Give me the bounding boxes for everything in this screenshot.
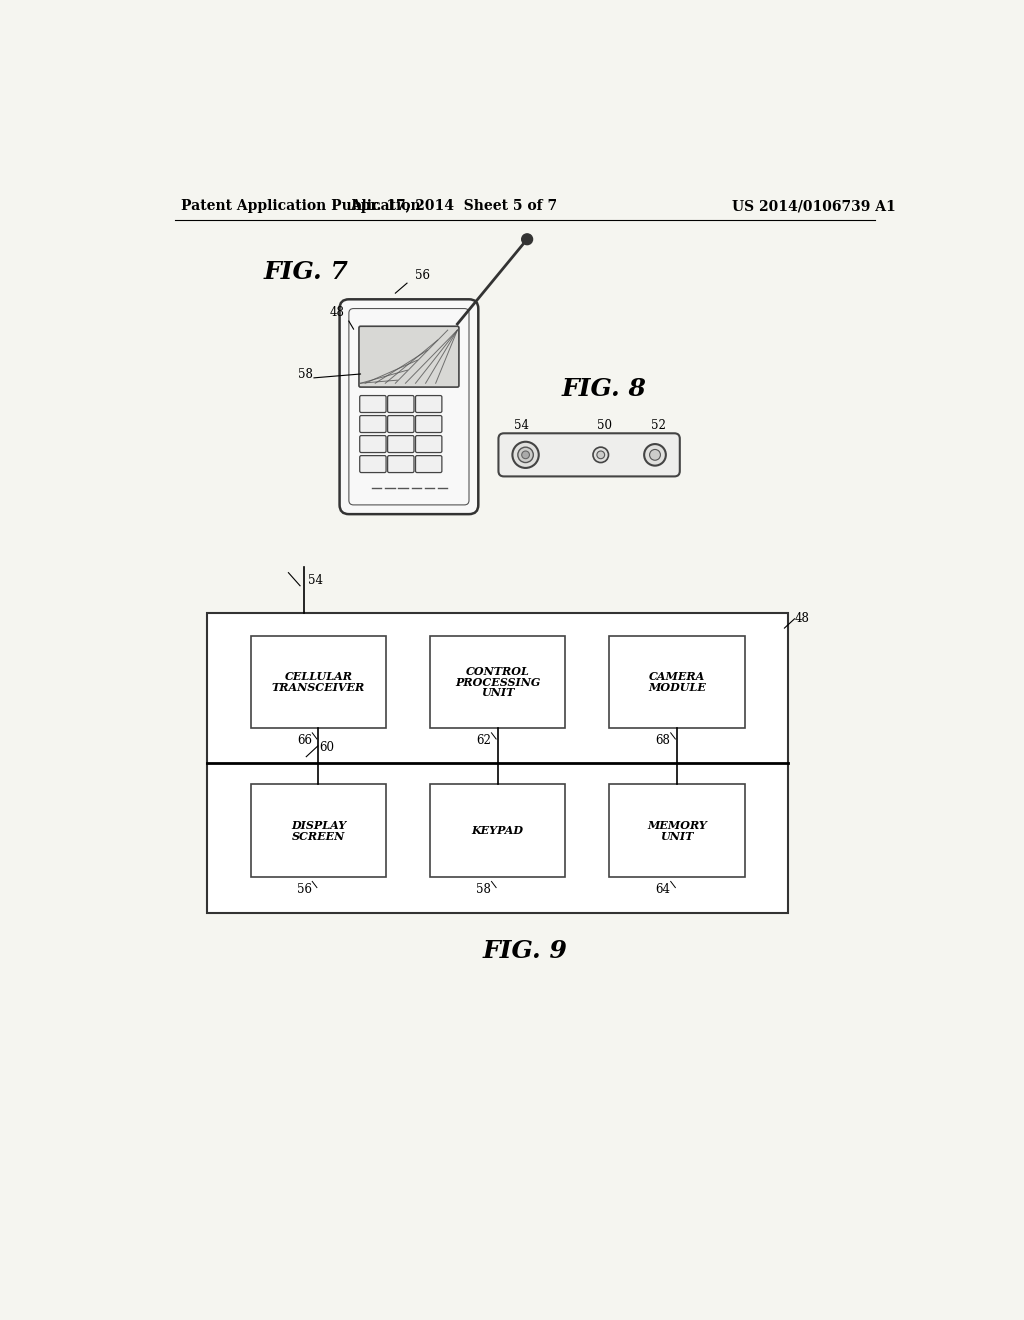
Text: 66: 66 [297,734,312,747]
FancyBboxPatch shape [388,455,414,473]
Bar [609,636,744,729]
Text: 48: 48 [330,306,345,319]
FancyBboxPatch shape [340,300,478,515]
Text: CAMERA: CAMERA [649,671,705,682]
Text: 54: 54 [308,574,323,587]
Circle shape [521,234,532,244]
Text: 58: 58 [476,883,492,896]
Text: Apr. 17, 2014  Sheet 5 of 7: Apr. 17, 2014 Sheet 5 of 7 [350,199,557,213]
Text: 56: 56 [297,883,312,896]
Circle shape [593,447,608,462]
Text: 56: 56 [415,269,430,282]
FancyBboxPatch shape [388,436,414,453]
Text: 48: 48 [795,612,809,626]
Text: FIG. 8: FIG. 8 [562,378,647,401]
FancyBboxPatch shape [416,396,442,412]
Text: 58: 58 [298,368,312,381]
FancyBboxPatch shape [359,326,459,387]
Text: 52: 52 [651,420,667,433]
Text: 50: 50 [597,420,612,433]
Bar [430,636,565,729]
Text: UNIT: UNIT [481,688,514,698]
Circle shape [518,447,534,462]
Bar [251,636,386,729]
Text: 54: 54 [514,420,529,433]
Text: CELLULAR: CELLULAR [285,671,352,682]
FancyBboxPatch shape [359,416,386,433]
Text: 64: 64 [655,883,671,896]
Text: FIG. 7: FIG. 7 [263,260,348,284]
Bar [430,784,565,876]
Circle shape [512,442,539,469]
FancyBboxPatch shape [416,455,442,473]
Text: 62: 62 [476,734,492,747]
FancyBboxPatch shape [388,396,414,412]
Circle shape [649,450,660,461]
Text: DISPLAY: DISPLAY [291,820,346,830]
Text: 68: 68 [655,734,671,747]
FancyBboxPatch shape [388,416,414,433]
Text: UNIT: UNIT [660,830,693,842]
Text: PROCESSING: PROCESSING [455,676,541,688]
Text: SCREEN: SCREEN [292,830,345,842]
FancyBboxPatch shape [359,396,386,412]
Text: FIG. 9: FIG. 9 [482,940,567,964]
FancyBboxPatch shape [499,433,680,477]
FancyBboxPatch shape [416,436,442,453]
Text: CONTROL: CONTROL [466,665,529,677]
FancyBboxPatch shape [359,455,386,473]
Text: MEMORY: MEMORY [647,820,707,830]
Circle shape [521,451,529,459]
Bar [609,784,744,876]
Text: US 2014/0106739 A1: US 2014/0106739 A1 [732,199,896,213]
Bar [251,784,386,876]
Text: MODULE: MODULE [648,682,706,693]
Text: KEYPAD: KEYPAD [472,825,523,836]
Bar [207,612,788,913]
Text: 60: 60 [319,741,335,754]
Circle shape [644,444,666,466]
Text: Patent Application Publication: Patent Application Publication [180,199,420,213]
Circle shape [597,451,604,459]
FancyBboxPatch shape [416,416,442,433]
Text: TRANSCEIVER: TRANSCEIVER [271,682,366,693]
FancyBboxPatch shape [359,436,386,453]
